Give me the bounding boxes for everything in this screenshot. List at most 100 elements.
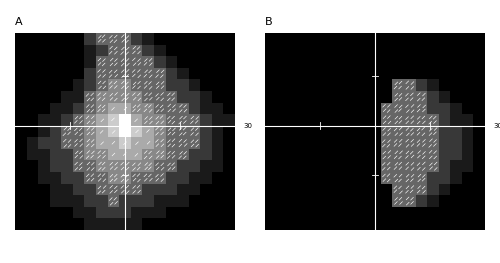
Bar — [15, 149, 26, 160]
Bar — [404, 172, 415, 184]
Bar — [154, 160, 166, 172]
Bar — [381, 56, 392, 68]
Bar — [323, 207, 334, 218]
Bar — [119, 56, 131, 68]
Bar — [200, 184, 212, 195]
Bar — [15, 114, 26, 126]
Bar — [154, 33, 166, 45]
Bar — [15, 160, 26, 172]
Bar — [50, 68, 62, 79]
Bar — [276, 79, 288, 91]
Bar — [50, 56, 62, 68]
Bar — [200, 45, 212, 56]
Bar — [73, 160, 85, 172]
Bar — [288, 218, 300, 230]
Bar — [154, 126, 166, 137]
Bar — [276, 149, 288, 160]
Bar — [96, 195, 108, 207]
Bar — [369, 56, 381, 68]
Bar — [84, 33, 96, 45]
Bar — [288, 184, 300, 195]
Bar — [276, 207, 288, 218]
Bar — [84, 114, 96, 126]
Bar — [450, 33, 462, 45]
Bar — [438, 103, 450, 114]
Bar — [288, 126, 300, 137]
Bar — [73, 91, 85, 103]
Bar — [416, 103, 427, 114]
Bar — [462, 172, 473, 184]
Bar — [177, 207, 188, 218]
Bar — [300, 184, 312, 195]
Bar — [450, 56, 462, 68]
Bar — [177, 33, 188, 45]
Bar — [427, 137, 438, 149]
Bar — [358, 79, 369, 91]
Bar — [142, 137, 154, 149]
Bar — [276, 56, 288, 68]
Bar — [265, 103, 276, 114]
Bar — [450, 126, 462, 137]
Bar — [312, 218, 323, 230]
Bar — [38, 79, 50, 91]
Bar — [177, 45, 188, 56]
Bar — [474, 149, 485, 160]
Bar — [62, 160, 73, 172]
Bar — [381, 103, 392, 114]
Bar — [300, 91, 312, 103]
Bar — [131, 91, 142, 103]
Bar — [154, 195, 166, 207]
Bar — [312, 195, 323, 207]
Bar — [276, 68, 288, 79]
Bar — [381, 79, 392, 91]
Bar — [462, 103, 473, 114]
Bar — [15, 56, 26, 68]
Bar — [404, 184, 415, 195]
Bar — [462, 56, 473, 68]
Bar — [300, 137, 312, 149]
Bar — [404, 137, 415, 149]
Bar — [334, 91, 346, 103]
Bar — [323, 79, 334, 91]
Bar — [276, 103, 288, 114]
Bar — [392, 91, 404, 103]
Bar — [450, 45, 462, 56]
Bar — [131, 114, 142, 126]
Bar — [142, 218, 154, 230]
Bar — [265, 114, 276, 126]
Bar — [200, 149, 212, 160]
Bar — [108, 79, 119, 91]
Bar — [265, 33, 276, 45]
Bar — [369, 79, 381, 91]
Bar — [84, 56, 96, 68]
Bar — [62, 114, 73, 126]
Bar — [346, 160, 358, 172]
Bar — [26, 137, 38, 149]
Bar — [188, 137, 200, 149]
Bar — [392, 79, 404, 91]
Bar — [392, 137, 404, 149]
Bar — [200, 56, 212, 68]
Bar — [26, 126, 38, 137]
Bar — [369, 103, 381, 114]
Bar — [334, 114, 346, 126]
Bar — [50, 45, 62, 56]
Bar — [462, 91, 473, 103]
Bar — [166, 160, 177, 172]
Bar — [416, 45, 427, 56]
Bar — [346, 137, 358, 149]
Bar — [416, 33, 427, 45]
Bar — [312, 79, 323, 91]
Bar — [108, 45, 119, 56]
Bar — [212, 56, 224, 68]
Bar — [416, 195, 427, 207]
Bar — [404, 149, 415, 160]
Bar — [142, 56, 154, 68]
Bar — [177, 195, 188, 207]
Bar — [96, 91, 108, 103]
Bar — [96, 207, 108, 218]
Bar — [346, 149, 358, 160]
Bar — [334, 218, 346, 230]
Bar — [312, 137, 323, 149]
Bar — [416, 172, 427, 184]
